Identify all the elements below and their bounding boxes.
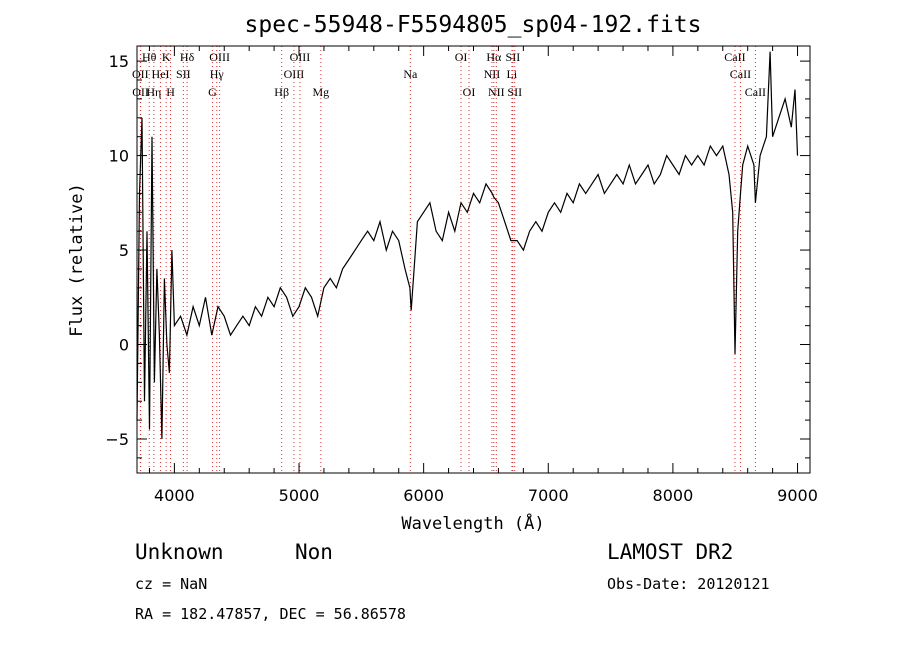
x-tick-label: 4000	[154, 486, 195, 505]
spectrum-line	[136, 51, 799, 440]
spectral-line-label: H	[166, 85, 175, 99]
spectral-line-label: Na	[403, 67, 418, 81]
spectral-line-label: OIII	[209, 50, 230, 64]
y-axis-label: Flux (relative)	[67, 183, 87, 337]
spectral-line-label: HeI	[152, 67, 170, 81]
spectral-line-label: Hη	[146, 85, 161, 99]
x-tick-label: 6000	[403, 486, 444, 505]
spectral-line-labels: OIIOIIHθHηHeIKHSIIHδGHγOIIIHβOIIIOIIIMgN…	[132, 50, 766, 99]
spectral-line-markers	[139, 46, 756, 473]
redshift-cz: cz = NaN	[135, 575, 207, 593]
spectral-line-label: OIII	[284, 67, 305, 81]
y-tick-label: −5	[105, 430, 129, 449]
y-tick-label: 10	[109, 147, 129, 166]
x-tick-label: 9000	[777, 486, 818, 505]
y-tick-label: 0	[119, 336, 129, 355]
spectral-line-label: K	[162, 50, 171, 64]
plot-frame	[136, 45, 811, 474]
spectral-line-label: CaII	[745, 85, 766, 99]
x-axis-ticks: 4000 5000 6000 7000 8000 9000	[148, 46, 818, 505]
spectral-line-label: SII	[176, 67, 191, 81]
spectral-line-label: SII	[506, 50, 521, 64]
chart-title: spec-55948-F5594805_sp04-192.fits	[245, 12, 702, 38]
spectral-line-label: Hθ	[142, 50, 157, 64]
spectral-line-label: CaII	[730, 67, 751, 81]
spectral-line-label: OIII	[290, 50, 311, 64]
spectral-line-label: Li	[507, 67, 518, 81]
y-tick-label: 5	[119, 241, 129, 260]
x-tick-label: 5000	[279, 486, 320, 505]
spectral-line-label: OII	[132, 85, 149, 99]
spectral-line-label: OI	[455, 50, 468, 64]
spectral-line-label: NII	[484, 67, 501, 81]
obs-date: Obs-Date: 20120121	[607, 575, 770, 593]
spectral-line-label: Mg	[312, 85, 329, 99]
spectral-line-label: CaII	[724, 50, 745, 64]
y-axis-ticks: −5 0 5 10 15	[105, 52, 810, 459]
object-class: Unknown	[135, 540, 224, 564]
spectral-line-label: G	[208, 85, 217, 99]
spectral-line-label: OII	[132, 67, 149, 81]
spectral-line-label: Hδ	[180, 50, 195, 64]
spectral-line-label: Hα	[486, 50, 502, 64]
x-axis-label: Wavelength (Å)	[401, 512, 544, 534]
survey-name: LAMOST DR2	[607, 540, 733, 564]
spectral-line-label: Hγ	[210, 67, 225, 81]
x-tick-label: 7000	[528, 486, 569, 505]
spectral-line-label: SII	[507, 85, 522, 99]
x-tick-label: 8000	[653, 486, 694, 505]
spectral-line-label: OI	[463, 85, 476, 99]
y-tick-label: 15	[109, 52, 129, 71]
coordinates: RA = 182.47857, DEC = 56.86578	[135, 605, 406, 623]
object-subclass: Non	[295, 540, 333, 564]
spectral-line-label: Hβ	[274, 85, 289, 99]
spectral-line-label: NII	[488, 85, 505, 99]
